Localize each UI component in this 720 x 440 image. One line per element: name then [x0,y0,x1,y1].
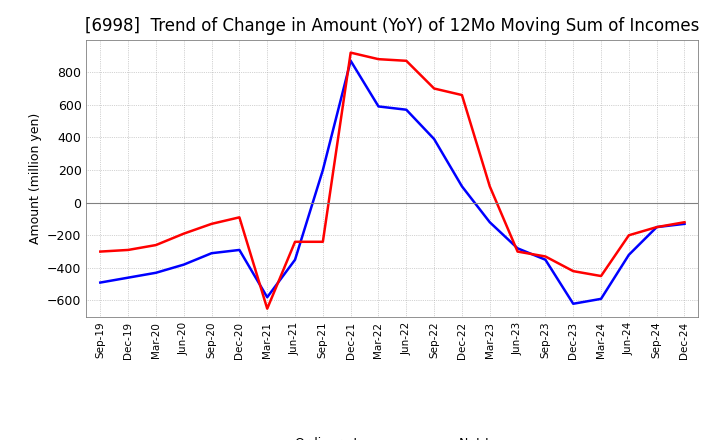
Ordinary Income [569,301,577,306]
Ordinary Income [624,252,633,257]
Net Income [96,249,104,254]
Net Income [624,233,633,238]
Net Income [513,249,522,254]
Ordinary Income [263,295,271,300]
Net Income [291,239,300,245]
Net Income [207,221,216,227]
Net Income [402,58,410,63]
Net Income [235,215,243,220]
Ordinary Income [652,224,661,230]
Line: Ordinary Income: Ordinary Income [100,61,685,304]
Net Income [597,273,606,279]
Net Income [430,86,438,91]
Ordinary Income [513,246,522,251]
Net Income [179,231,188,236]
Ordinary Income [374,104,383,109]
Net Income [263,306,271,311]
Net Income [652,224,661,230]
Ordinary Income [179,262,188,267]
Ordinary Income [346,58,355,63]
Line: Net Income: Net Income [100,53,685,308]
Ordinary Income [291,257,300,262]
Ordinary Income [152,270,161,275]
Ordinary Income [235,247,243,253]
Net Income [152,242,161,248]
Ordinary Income [402,107,410,112]
Ordinary Income [485,220,494,225]
Net Income [346,50,355,55]
Net Income [541,254,550,259]
Ordinary Income [96,280,104,285]
Net Income [680,220,689,225]
Title: [6998]  Trend of Change in Amount (YoY) of 12Mo Moving Sum of Incomes: [6998] Trend of Change in Amount (YoY) o… [85,17,700,35]
Ordinary Income [458,184,467,189]
Ordinary Income [430,136,438,142]
Ordinary Income [318,167,327,172]
Ordinary Income [541,257,550,262]
Net Income [374,56,383,62]
Net Income [458,92,467,98]
Ordinary Income [680,221,689,227]
Ordinary Income [124,275,132,280]
Net Income [485,184,494,189]
Net Income [569,268,577,274]
Ordinary Income [207,250,216,256]
Net Income [318,239,327,245]
Legend: Ordinary Income, Net Income: Ordinary Income, Net Income [248,432,536,440]
Ordinary Income [597,296,606,301]
Net Income [124,247,132,253]
Y-axis label: Amount (million yen): Amount (million yen) [29,113,42,244]
